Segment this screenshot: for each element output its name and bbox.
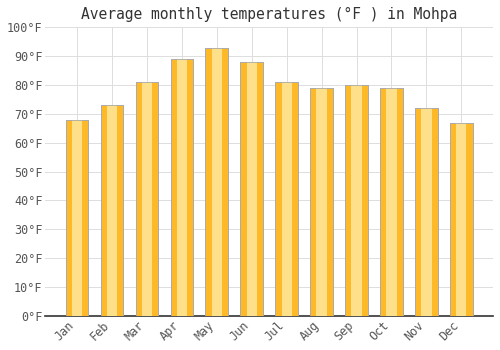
Bar bbox=[66, 120, 88, 316]
Bar bbox=[415, 108, 438, 316]
Bar bbox=[282, 82, 292, 316]
Bar bbox=[276, 82, 298, 316]
Bar bbox=[136, 82, 158, 316]
Bar bbox=[206, 48, 228, 316]
Bar bbox=[276, 82, 298, 316]
Bar bbox=[386, 88, 396, 316]
Bar bbox=[450, 122, 472, 316]
Title: Average monthly temperatures (°F ) in Mohpa: Average monthly temperatures (°F ) in Mo… bbox=[81, 7, 458, 22]
Bar bbox=[100, 105, 124, 316]
Bar bbox=[310, 88, 333, 316]
Bar bbox=[246, 62, 257, 316]
Bar bbox=[352, 85, 362, 316]
Bar bbox=[136, 82, 158, 316]
Bar bbox=[345, 85, 368, 316]
Bar bbox=[450, 122, 472, 316]
Bar bbox=[345, 85, 368, 316]
Bar bbox=[240, 62, 263, 316]
Bar bbox=[456, 122, 466, 316]
Bar bbox=[422, 108, 432, 316]
Bar bbox=[316, 88, 326, 316]
Bar bbox=[240, 62, 263, 316]
Bar bbox=[212, 48, 222, 316]
Bar bbox=[170, 59, 193, 316]
Bar bbox=[107, 105, 117, 316]
Bar bbox=[310, 88, 333, 316]
Bar bbox=[100, 105, 124, 316]
Bar bbox=[72, 120, 82, 316]
Bar bbox=[142, 82, 152, 316]
Bar bbox=[206, 48, 228, 316]
Bar bbox=[380, 88, 403, 316]
Bar bbox=[415, 108, 438, 316]
Bar bbox=[66, 120, 88, 316]
Bar bbox=[170, 59, 193, 316]
Bar bbox=[380, 88, 403, 316]
Bar bbox=[177, 59, 187, 316]
